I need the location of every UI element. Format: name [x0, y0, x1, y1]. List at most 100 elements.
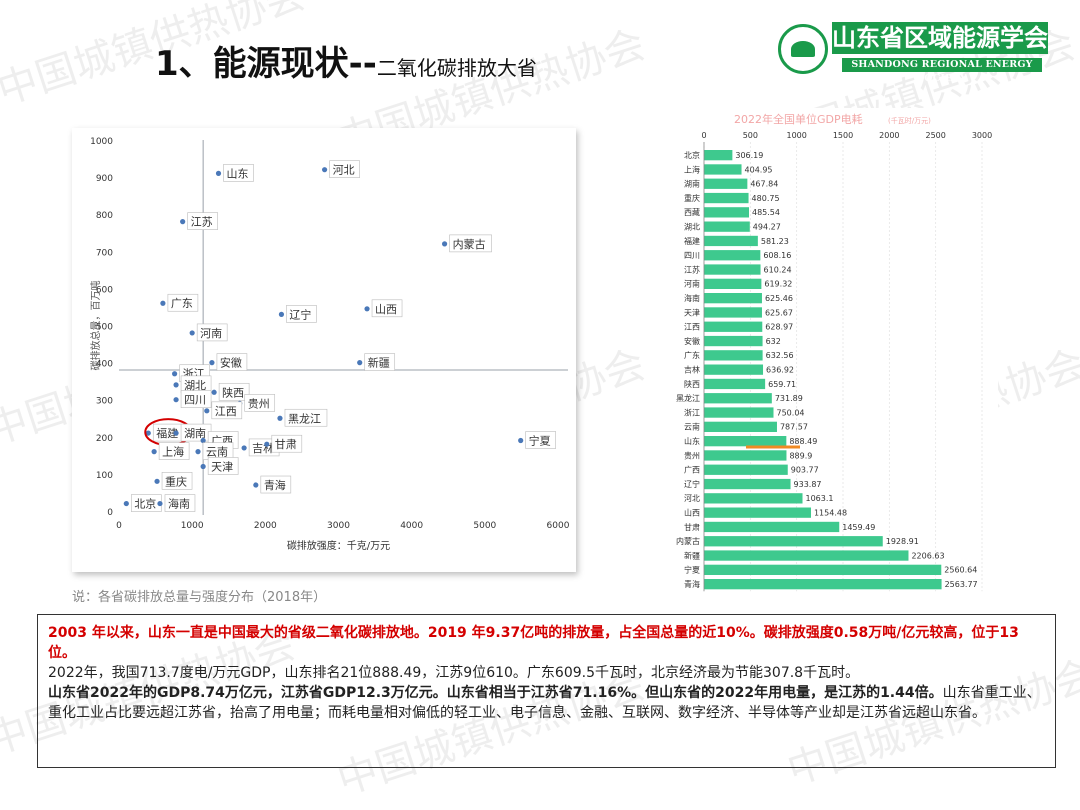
x-tick-label: 0 — [116, 521, 122, 531]
scatter-point — [321, 167, 328, 173]
scatter-point — [215, 170, 222, 176]
scatter-chart: 0 100 200 300 400 500 600 700 800 900 1000 0 1000 200… — [89, 137, 570, 552]
y-tick-label: 200 — [96, 434, 113, 444]
point-label-box — [260, 475, 292, 494]
y-tick-label: 400 — [96, 360, 113, 370]
scatter-point — [189, 330, 195, 336]
bar-value-label: 1459.49 — [842, 523, 875, 532]
bar — [704, 536, 883, 547]
bar — [704, 350, 763, 361]
page-title-sub: 二氧化碳排放大省 — [376, 56, 537, 80]
point-label: 吉林 — [252, 441, 274, 455]
bar-category-label: 海南 — [684, 293, 700, 303]
bar-value-label: 581.23 — [761, 237, 789, 246]
bar-category-label: 福建 — [684, 236, 700, 246]
bar — [704, 579, 942, 590]
point-label-box — [525, 431, 556, 449]
point-label-box — [164, 494, 196, 512]
summary-para-3: 山东省2022年的GDP8.74万亿元，江苏省GDP12.3万亿元。山东省相当于… — [48, 683, 1045, 723]
bar — [704, 407, 774, 418]
x-tick-label: 1000 — [181, 521, 204, 531]
y-tick-label: 800 — [96, 211, 113, 221]
x-tick-label: 4000 — [400, 521, 423, 531]
point-label: 湖南 — [184, 427, 206, 440]
bar — [704, 521, 840, 533]
bar-category-label: 贵州 — [684, 450, 700, 460]
point-label-box — [329, 160, 360, 178]
bar-chart-title: 2022年全国单位GDP电耗 — [734, 112, 863, 126]
bar-category-label: 江苏 — [684, 264, 700, 274]
bar-category-label: 四川 — [684, 251, 700, 260]
bar — [704, 493, 803, 504]
scatter-point — [200, 437, 206, 444]
bar-category-label: 云南 — [684, 422, 700, 432]
bar-category-label: 浙江 — [684, 407, 700, 417]
page-title: 1、能源现状--二氧化碳排放大省 — [155, 36, 537, 85]
bar-value-label: 404.95 — [745, 165, 773, 174]
bar-x-tick-label: 2500 — [925, 131, 945, 140]
point-label-box — [223, 164, 254, 182]
bar — [704, 378, 766, 390]
bar-category-label: 湖北 — [684, 223, 700, 232]
bar — [704, 550, 909, 561]
bar-category-label: 广东 — [684, 350, 700, 360]
scatter-point — [154, 478, 160, 484]
point-label: 江西 — [215, 405, 237, 418]
point-label: 海南 — [168, 497, 190, 511]
bar — [704, 421, 777, 432]
scatter-point — [172, 371, 178, 377]
point-label: 安徽 — [220, 356, 242, 370]
bar-value-label: 659.71 — [768, 380, 796, 389]
point-label: 内蒙古 — [453, 237, 486, 251]
x-tick-label: 5000 — [473, 521, 496, 531]
point-label-box — [271, 434, 303, 453]
scatter-point — [278, 311, 285, 317]
bar-category-label: 山西 — [684, 508, 700, 518]
point-label: 广东 — [171, 297, 193, 310]
summary-para-1: 2003 年以来，山东一直是中国最大的省级二氧化碳排放地。2019 年9.37亿… — [48, 625, 1019, 661]
bar-category-label: 河北 — [684, 493, 700, 503]
bar-value-label: 2206.63 — [911, 551, 944, 560]
point-label-box — [167, 293, 199, 312]
bar-category-label: 湖南 — [684, 179, 700, 189]
scatter-point — [518, 437, 524, 444]
y-tick-label: 700 — [96, 248, 113, 258]
bar-value-label: 636.92 — [766, 366, 794, 375]
bar-category-label: 青海 — [684, 579, 700, 589]
x-axis-label: 碳排放强度：千克/万元 — [287, 539, 390, 552]
bar-value-label: 787.57 — [780, 423, 808, 432]
bar-value-label: 731.89 — [775, 394, 803, 403]
bar-value-label: 467.84 — [750, 180, 778, 189]
bar-category-label: 广西 — [684, 465, 700, 475]
point-label-box — [187, 212, 218, 230]
scatter-point — [277, 415, 283, 421]
bar-category-label: 上海 — [684, 164, 700, 174]
bar — [704, 221, 750, 232]
bar-category-label: 新疆 — [684, 550, 700, 560]
bar-value-label: 480.75 — [752, 194, 780, 203]
scatter-point — [157, 500, 163, 507]
bar — [704, 393, 772, 404]
bar-value-label: 2560.64 — [944, 566, 977, 575]
bar-value-label: 625.46 — [765, 294, 793, 303]
point-label-box — [161, 472, 193, 490]
bar — [704, 192, 749, 204]
bar-category-label: 重庆 — [684, 193, 700, 203]
chart-caption: 说：各省碳排放总量与强度分布（2018年） — [72, 590, 327, 605]
point-label-box — [211, 401, 243, 420]
bar-x-tick-label: 500 — [743, 131, 758, 140]
bar — [704, 364, 764, 375]
bar-value-label: 494.27 — [753, 223, 781, 232]
bar-value-label: 632.56 — [766, 351, 794, 360]
bar — [704, 464, 788, 475]
y-tick-label: 0 — [107, 508, 113, 518]
bar — [704, 164, 742, 175]
y-tick-label: 500 — [96, 323, 113, 333]
point-label: 青海 — [264, 478, 286, 492]
point-label: 山东 — [227, 167, 249, 180]
scatter-point — [200, 463, 206, 470]
bar-x-tick-label: 0 — [701, 131, 706, 140]
scatter-point — [173, 430, 179, 436]
logo-name-en: SHANDONG REGIONAL ENERGY SOCIETY — [842, 58, 1042, 84]
point-label: 云南 — [206, 446, 228, 459]
